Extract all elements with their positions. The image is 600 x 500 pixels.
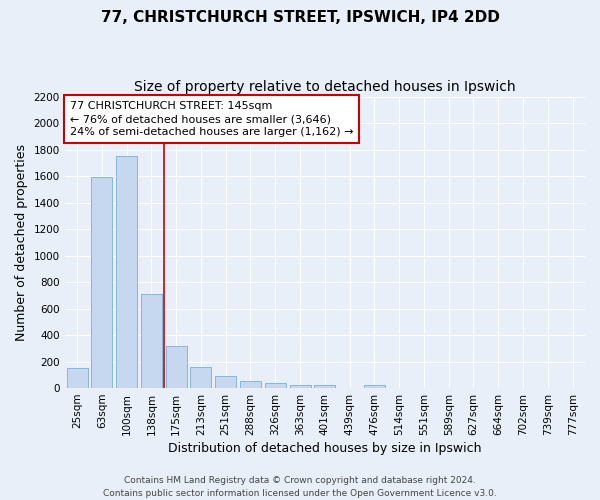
Bar (166, 346, 187, 388)
X-axis label: Distribution of detached houses by size in Ipswich: Distribution of detached houses by size … (168, 442, 482, 455)
Bar (290, 385, 311, 388)
Bar (215, 376, 236, 388)
Text: Contains HM Land Registry data © Crown copyright and database right 2024.
Contai: Contains HM Land Registry data © Crown c… (103, 476, 497, 498)
Bar (91, 178, 112, 388)
Bar (314, 386, 335, 388)
Bar (240, 381, 261, 388)
Bar (67, 368, 88, 388)
Bar (265, 384, 286, 388)
Title: Size of property relative to detached houses in Ipswich: Size of property relative to detached ho… (134, 80, 515, 94)
Y-axis label: Number of detached properties: Number of detached properties (15, 144, 28, 341)
Bar (190, 367, 211, 388)
Bar (116, 156, 137, 388)
Text: 77 CHRISTCHURCH STREET: 145sqm
← 76% of detached houses are smaller (3,646)
24% : 77 CHRISTCHURCH STREET: 145sqm ← 76% of … (70, 101, 353, 138)
Bar (141, 294, 162, 388)
Text: 77, CHRISTCHURCH STREET, IPSWICH, IP4 2DD: 77, CHRISTCHURCH STREET, IPSWICH, IP4 2D… (101, 10, 499, 25)
Bar (364, 386, 385, 388)
